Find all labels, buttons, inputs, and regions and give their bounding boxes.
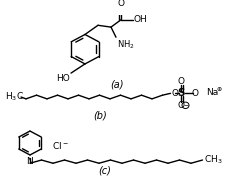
Text: −: − — [183, 103, 188, 108]
Text: ⊕: ⊕ — [216, 87, 222, 92]
Text: S: S — [178, 88, 185, 98]
Text: Cl$^-$: Cl$^-$ — [52, 140, 69, 151]
Text: CH$_3$: CH$_3$ — [204, 154, 222, 166]
Text: O: O — [117, 0, 124, 8]
Text: (b): (b) — [93, 110, 107, 120]
Text: (a): (a) — [110, 79, 124, 89]
Text: Na: Na — [206, 88, 219, 97]
Text: (c): (c) — [99, 166, 111, 176]
Text: O: O — [178, 101, 185, 110]
Text: O: O — [178, 77, 185, 86]
Text: O: O — [191, 89, 198, 98]
Text: NH$_2$: NH$_2$ — [117, 38, 135, 51]
Text: O: O — [172, 89, 179, 98]
Text: H$_3$C: H$_3$C — [5, 91, 24, 103]
Text: OH: OH — [134, 15, 148, 24]
Text: HO: HO — [56, 74, 70, 83]
Text: N: N — [27, 157, 33, 166]
